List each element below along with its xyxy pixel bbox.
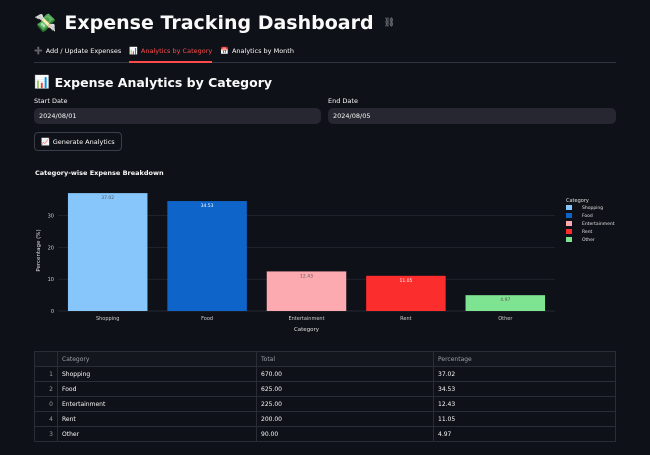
cell-percentage[interactable]: 34.53: [433, 381, 616, 397]
table-row: 3 Other 90.00 4.97: [34, 426, 616, 442]
legend-swatch: [566, 221, 572, 226]
category-bar-chart: 0 10 20 30 37.02 Shopping 34.53 Food 12.43 Entert…: [36, 193, 615, 333]
x-tick-label: Food: [201, 316, 213, 322]
section-header: 📊 Expense Analytics by Category: [34, 74, 272, 90]
legend-swatch: [566, 205, 572, 210]
end-date-label: End Date: [328, 97, 358, 105]
row-index: 4: [34, 411, 58, 427]
cell-total[interactable]: 670.00: [256, 366, 434, 382]
bar-chart-icon: 📊: [34, 74, 50, 89]
cell-percentage[interactable]: 4.97: [433, 426, 616, 442]
money-icon: 💸: [34, 12, 57, 34]
cell-category[interactable]: Food: [57, 381, 257, 397]
x-tick-label: Entertainment: [288, 316, 324, 322]
x-tick-label: Shopping: [96, 316, 119, 322]
tab-label: Analytics by Month: [231, 47, 294, 55]
bar-chart-icon: 📊: [129, 46, 138, 55]
y-tick-label: 0: [51, 309, 54, 315]
bar-other: [465, 295, 546, 311]
legend-entry: Entertainment: [582, 221, 615, 227]
chart-icon: 📈: [41, 137, 50, 146]
calendar-icon: 📅: [220, 47, 229, 55]
category-table: Category Total Percentage 1 Shopping 670…: [34, 351, 616, 442]
data-label: 4.97: [500, 297, 510, 303]
start-date-input[interactable]: 2024/08/01: [34, 108, 321, 124]
tab-add-update-expenses[interactable]: ➕ Add / Update Expenses: [34, 46, 121, 62]
cell-category[interactable]: Entertainment: [57, 396, 257, 412]
column-header-total[interactable]: Total: [256, 351, 434, 367]
table-header-row: Category Total Percentage: [34, 351, 616, 367]
data-label: 12.43: [300, 273, 313, 279]
cell-category[interactable]: Rent: [57, 411, 257, 427]
legend-entry: Other: [582, 237, 595, 243]
legend-entry: Shopping: [582, 205, 603, 211]
tab-analytics-by-category[interactable]: 📊 Analytics by Category: [129, 46, 213, 63]
data-label: 34.53: [201, 203, 214, 209]
table-row: 1 Shopping 670.00 37.02: [34, 366, 616, 382]
bar-food: [167, 201, 247, 311]
tab-label: Add / Update Expenses: [45, 47, 122, 55]
column-header-category[interactable]: Category: [57, 351, 257, 367]
plus-icon: ➕: [34, 47, 43, 55]
chart-title: Category-wise Expense Breakdown: [35, 169, 164, 177]
table-row: 4 Rent 200.00 11.05: [34, 411, 616, 427]
index-header: [34, 351, 58, 367]
y-tick-label: 10: [48, 277, 54, 283]
legend-entry: Rent: [582, 229, 593, 235]
section-title: Expense Analytics by Category: [54, 74, 273, 90]
generate-analytics-label: Generate Analytics: [52, 137, 115, 146]
cell-total[interactable]: 625.00: [256, 381, 434, 397]
x-tick-label: Other: [498, 316, 513, 322]
cell-percentage[interactable]: 11.05: [433, 411, 616, 427]
row-index: 1: [34, 366, 58, 382]
bar-rent: [366, 275, 446, 311]
cell-total[interactable]: 90.00: [256, 426, 434, 442]
y-tick-label: 20: [48, 245, 54, 251]
bar-shopping: [67, 193, 148, 311]
cell-percentage[interactable]: 37.02: [433, 366, 616, 382]
data-label: 11.05: [399, 278, 412, 284]
start-date-label: Start Date: [34, 97, 68, 105]
page-title: Expense Tracking Dashboard: [64, 12, 374, 34]
row-index: 2: [34, 381, 58, 397]
legend-swatch: [566, 229, 572, 234]
anchor-link-icon[interactable]: ⛓: [383, 18, 396, 28]
legend-title: Category: [566, 198, 589, 204]
y-axis-label: Percentage (%): [36, 229, 42, 271]
y-tick-label: 30: [48, 213, 54, 219]
x-axis-label: Category: [294, 327, 320, 333]
cell-total[interactable]: 200.00: [256, 411, 434, 427]
cell-percentage[interactable]: 12.43: [433, 396, 616, 412]
table-row: 2 Food 625.00 34.53: [34, 381, 616, 397]
cell-category[interactable]: Shopping: [57, 366, 257, 382]
end-date-input[interactable]: 2024/08/05: [328, 108, 616, 124]
row-index: 3: [34, 426, 58, 442]
table-row: 0 Entertainment 225.00 12.43: [34, 396, 616, 412]
data-label: 37.02: [101, 195, 114, 201]
tab-label: Analytics by Category: [140, 46, 213, 55]
page-header: 💸 Expense Tracking Dashboard ⛓: [34, 12, 395, 34]
tab-bar: ➕ Add / Update Expenses 📊 Analytics by C…: [34, 46, 616, 63]
x-tick-label: Rent: [400, 316, 411, 322]
column-header-percentage[interactable]: Percentage: [433, 351, 616, 367]
legend-entry: Food: [582, 213, 593, 219]
row-index: 0: [34, 396, 58, 412]
cell-total[interactable]: 225.00: [256, 396, 434, 412]
generate-analytics-button[interactable]: 📈 Generate Analytics: [34, 132, 122, 151]
bar-entertainment: [266, 271, 347, 311]
legend-swatch: [566, 237, 572, 242]
cell-category[interactable]: Other: [57, 426, 257, 442]
legend-swatch: [566, 213, 572, 218]
tab-analytics-by-month[interactable]: 📅 Analytics by Month: [220, 46, 294, 62]
